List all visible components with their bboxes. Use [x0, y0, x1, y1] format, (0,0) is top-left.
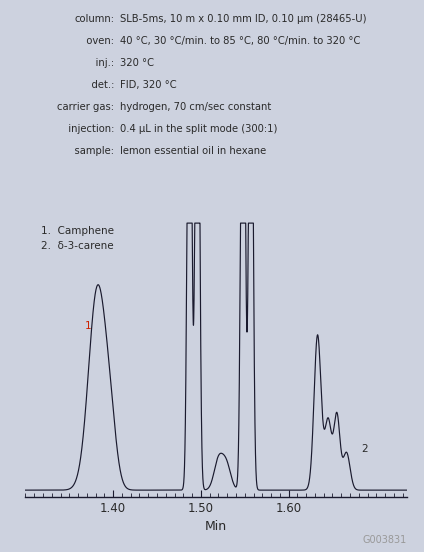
Text: 2: 2: [361, 444, 368, 454]
Text: sample:: sample:: [62, 146, 114, 156]
Text: 0.4 μL in the split mode (300:1): 0.4 μL in the split mode (300:1): [120, 124, 277, 134]
Text: injection:: injection:: [62, 124, 114, 134]
X-axis label: Min: Min: [205, 520, 227, 533]
Text: G003831: G003831: [363, 535, 407, 545]
Text: 40 °C, 30 °C/min. to 85 °C, 80 °C/min. to 320 °C: 40 °C, 30 °C/min. to 85 °C, 80 °C/min. t…: [120, 36, 360, 46]
Text: 1.  Camphene
2.  δ-3-carene: 1. Camphene 2. δ-3-carene: [41, 226, 114, 251]
Text: 1: 1: [85, 321, 92, 331]
Text: FID, 320 °C: FID, 320 °C: [120, 80, 176, 90]
Text: column:: column:: [75, 14, 114, 24]
Text: inj.:: inj.:: [84, 58, 114, 68]
Text: SLB-5ms, 10 m x 0.10 mm ID, 0.10 μm (28465-U): SLB-5ms, 10 m x 0.10 mm ID, 0.10 μm (284…: [120, 14, 366, 24]
Text: det.:: det.:: [79, 80, 114, 90]
Text: lemon essential oil in hexane: lemon essential oil in hexane: [120, 146, 266, 156]
Text: 320 °C: 320 °C: [120, 58, 153, 68]
Text: hydrogen, 70 cm/sec constant: hydrogen, 70 cm/sec constant: [120, 102, 271, 112]
Text: carrier gas:: carrier gas:: [58, 102, 114, 112]
Text: oven:: oven:: [78, 36, 114, 46]
